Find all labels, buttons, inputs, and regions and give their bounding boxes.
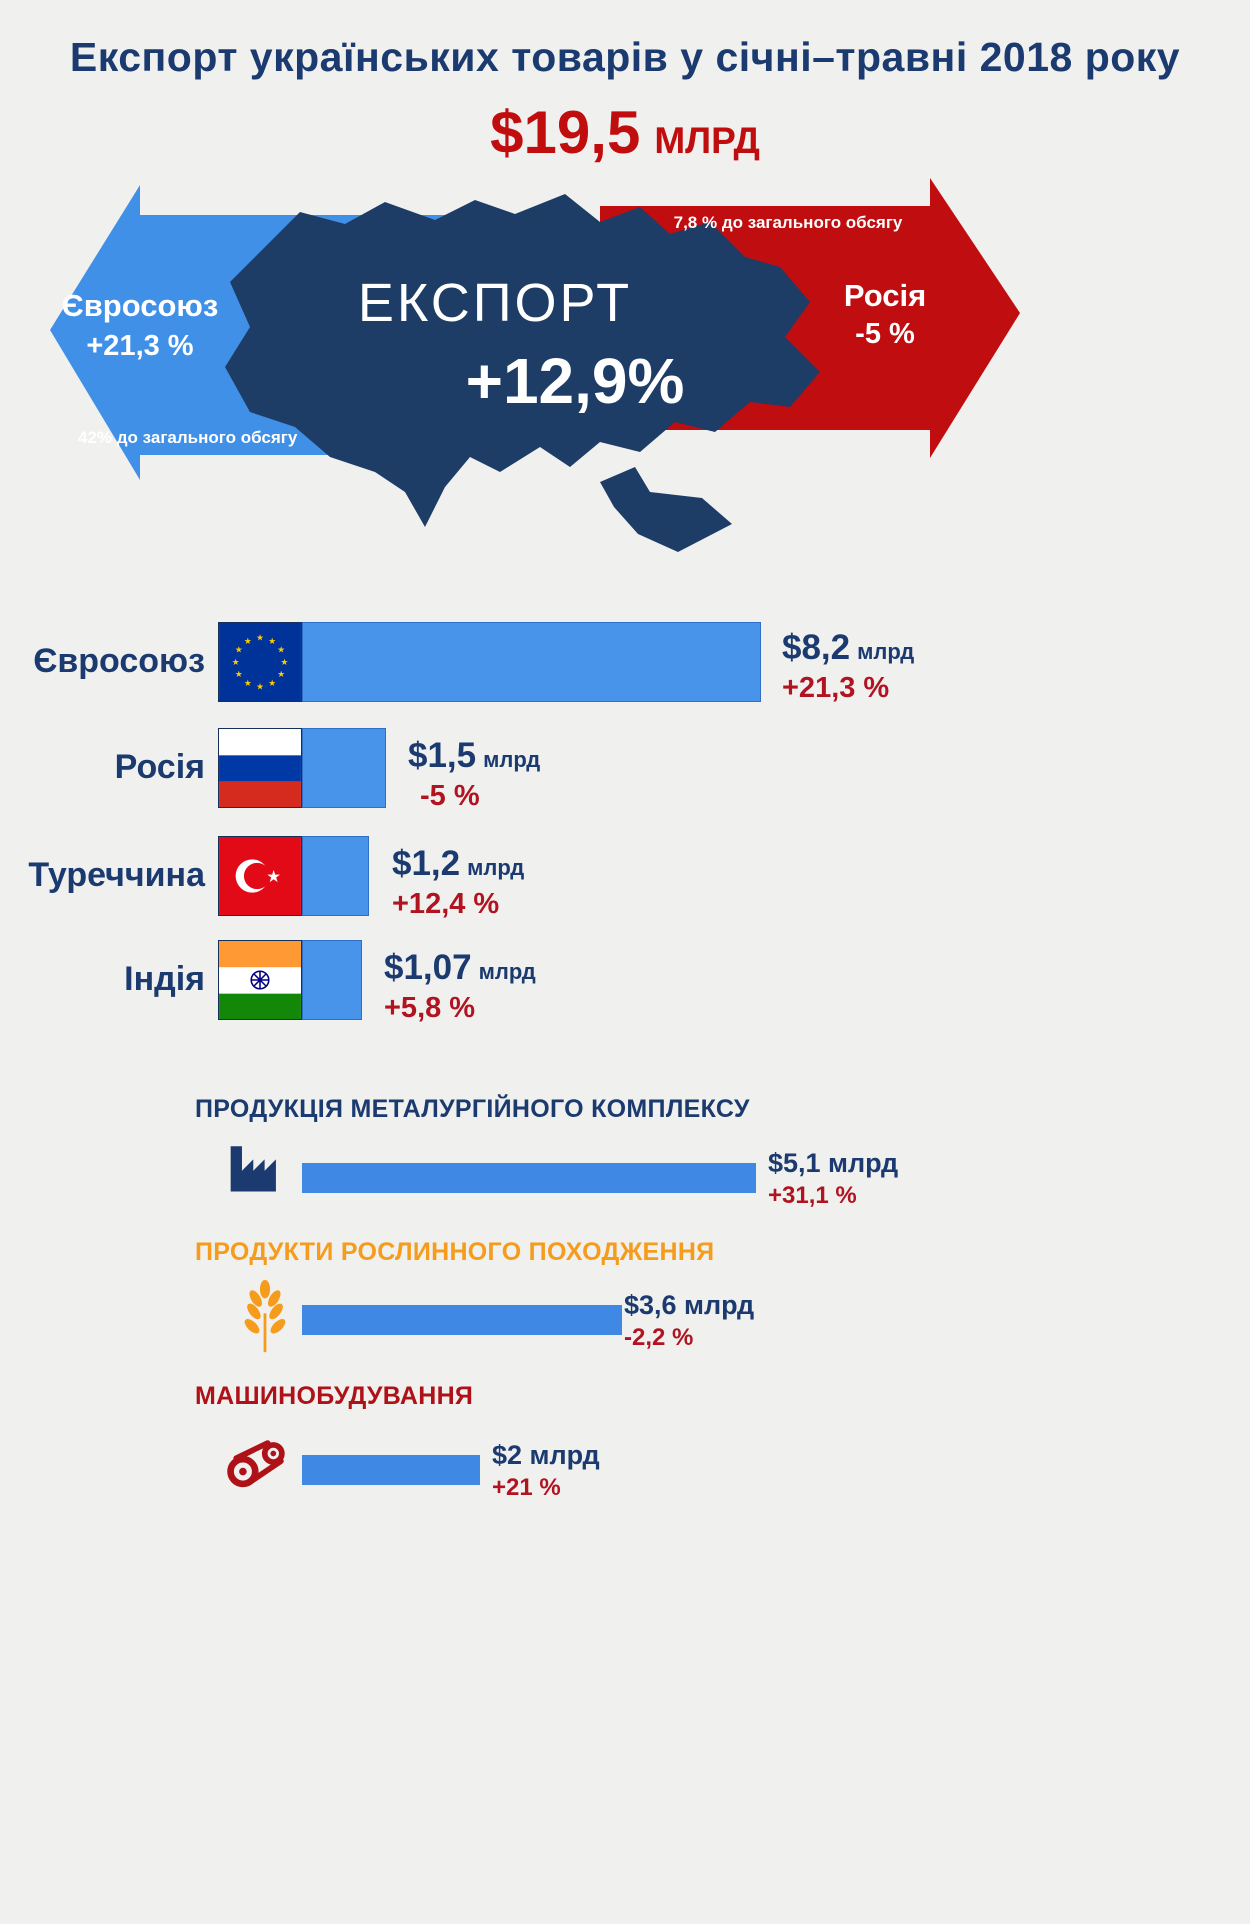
svg-text:★: ★ [268, 679, 276, 689]
change-eu: +21,3 % [782, 672, 890, 704]
eu-flag: ★ ★★ ★★★ ★★★ ★★★ [218, 622, 302, 702]
svg-text:★: ★ [280, 658, 288, 668]
change-plants: -2,2 % [624, 1324, 694, 1351]
svg-text:★: ★ [268, 637, 276, 647]
value-machinery: $2 млрд [492, 1440, 600, 1470]
value-block-eu: $8,2 млрд +21,3 % [782, 628, 914, 705]
bar-russia [302, 728, 386, 808]
total-exports: $19,5 МЛРД [0, 98, 1250, 167]
partner-label-india: Індія [124, 960, 205, 998]
value-eu: $8,2 [782, 628, 851, 667]
svg-text:★: ★ [256, 634, 264, 644]
svg-text:★: ★ [235, 670, 243, 680]
svg-text:★: ★ [235, 646, 243, 656]
page-title: Експорт українських товарів у січні–трав… [69, 34, 1181, 80]
category-header-machinery: МАШИНОБУДУВАННЯ [195, 1382, 474, 1410]
eu-share-note: 42% до загального обсягу [78, 428, 298, 447]
value-india: $1,07 [384, 948, 472, 987]
india-flag [218, 940, 302, 1020]
total-value: $19,5 [490, 99, 641, 166]
value-block-machinery: $2 млрд +21 % [492, 1440, 600, 1502]
bar-metallurgy [302, 1163, 756, 1193]
russia-arrow-change: -5 % [855, 318, 915, 350]
change-machinery: +21 % [492, 1474, 561, 1501]
svg-text:★: ★ [232, 658, 240, 668]
value-block-india: $1,07 млрд +5,8 % [384, 948, 536, 1025]
change-india: +5,8 % [384, 992, 476, 1024]
value-plants: $3,6 млрд [624, 1290, 755, 1320]
svg-text:★: ★ [244, 637, 252, 647]
partner-label-turkey: Туреччина [28, 856, 205, 894]
unit-russia: млрд [483, 747, 541, 772]
factory-icon [230, 1146, 276, 1192]
svg-text:★: ★ [256, 682, 264, 692]
wheat-icon [244, 1280, 286, 1353]
value-block-turkey: $1,2 млрд +12,4 % [392, 844, 524, 921]
svg-text:★: ★ [244, 679, 252, 689]
unit-india: млрд [478, 959, 536, 984]
unit-turkey: млрд [467, 855, 525, 880]
russia-flag [218, 728, 302, 808]
bar-plants [302, 1305, 622, 1335]
partner-label-russia: Росія [114, 748, 205, 786]
bar-eu [302, 622, 761, 702]
value-block-plants: $3,6 млрд -2,2 % [624, 1290, 754, 1352]
bar-turkey [302, 836, 369, 916]
eu-arrow-change: +21,3 % [86, 330, 194, 362]
eu-arrow-label: Євросоюз [61, 288, 219, 323]
value-russia: $1,5 [408, 736, 477, 775]
bar-india [302, 940, 362, 1020]
partner-label-eu: Євросоюз [33, 642, 205, 680]
total-unit: МЛРД [654, 120, 760, 161]
bar-machinery [302, 1455, 480, 1485]
value-block-metallurgy: $5,1 млрд +31,1 % [768, 1148, 898, 1210]
svg-text:★: ★ [277, 646, 285, 656]
export-label: ЕКСПОРТ [357, 273, 633, 333]
svg-text:★: ★ [277, 670, 285, 680]
category-header-plants: ПРОДУКТИ РОСЛИННОГО ПОХОДЖЕННЯ [195, 1238, 715, 1266]
machinery-icon [227, 1440, 285, 1488]
category-header-metallurgy: ПРОДУКЦІЯ МЕТАЛУРГІЙНОГО КОМПЛЕКСУ [195, 1095, 750, 1123]
change-turkey: +12,4 % [392, 888, 500, 920]
svg-text:★: ★ [266, 867, 281, 886]
value-turkey: $1,2 [392, 844, 461, 883]
value-metallurgy: $5,1 млрд [768, 1148, 899, 1178]
russia-share-note: 7,8 % до загального обсягу [673, 213, 903, 232]
change-russia: -5 % [420, 780, 480, 812]
export-change: +12,9% [465, 345, 685, 417]
unit-eu: млрд [857, 639, 915, 664]
turkey-flag: ★ [218, 836, 302, 916]
change-metallurgy: +31,1 % [768, 1182, 857, 1209]
russia-arrow-label: Росія [843, 278, 927, 313]
value-block-russia: $1,5 млрд -5 % [408, 736, 540, 813]
ukraine-map [225, 194, 820, 552]
crimea-peninsula [600, 467, 732, 552]
